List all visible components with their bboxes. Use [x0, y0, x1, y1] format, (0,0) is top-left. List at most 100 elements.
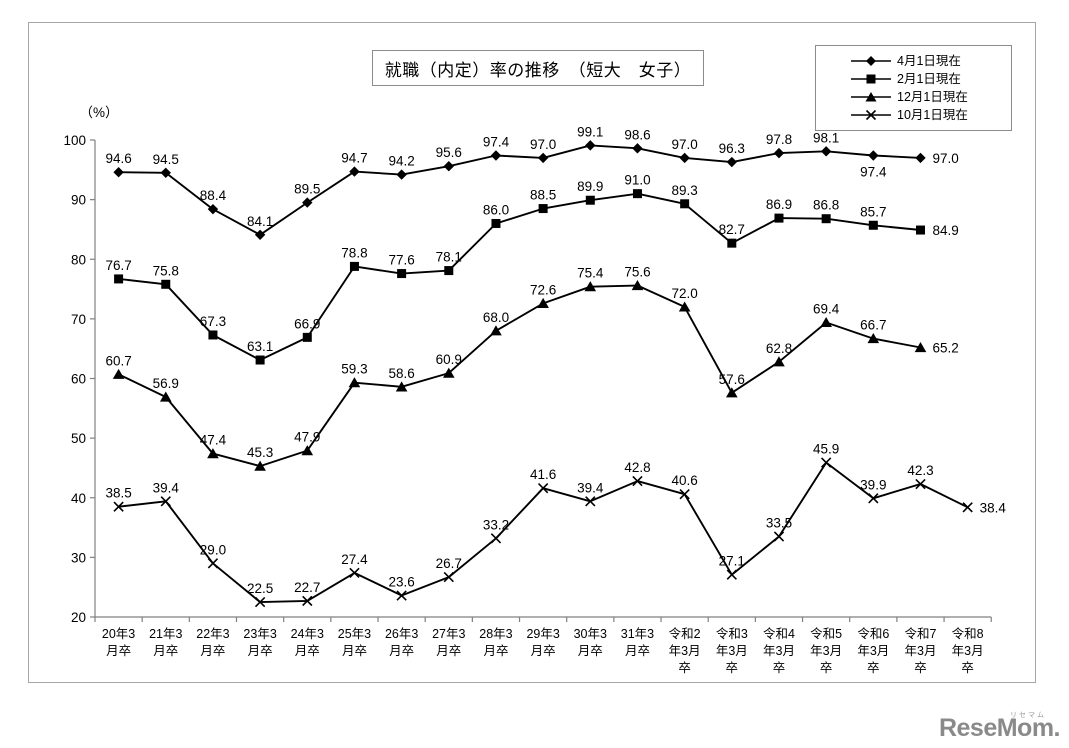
- triangle-marker-icon: [442, 367, 455, 378]
- diamond-marker-icon: [915, 152, 926, 164]
- legend-item-april: 4月1日現在: [850, 55, 1007, 68]
- square-marker-icon: [774, 213, 784, 223]
- data-label: 84.1: [247, 214, 273, 229]
- triangle-marker-icon: [395, 381, 408, 392]
- resemom-logo: リセマム ReseMom.: [939, 712, 1061, 741]
- data-label: 57.6: [719, 372, 745, 387]
- data-label: 75.6: [624, 264, 650, 279]
- data-label: 56.9: [153, 376, 179, 391]
- data-label: 84.9: [932, 223, 958, 238]
- triangle-marker-icon: [631, 279, 644, 291]
- x-category-label: 27年3 月卒: [432, 627, 465, 658]
- legend-label: 10月1日現在: [897, 107, 968, 122]
- data-label: 33.2: [483, 517, 509, 532]
- data-label: 94.6: [105, 151, 131, 166]
- x-category-label: 令和2 年3月卒: [669, 626, 701, 675]
- square-marker-icon: [585, 195, 595, 205]
- square-marker-icon: [397, 269, 407, 279]
- chart-title-text: 就職（内定）率の推移 （短大 女子）: [384, 60, 692, 80]
- data-label: 88.5: [530, 188, 556, 203]
- data-label: 91.0: [624, 173, 650, 188]
- data-label: 94.2: [388, 154, 414, 169]
- x-category-label: 令和4 年3月卒: [763, 626, 795, 675]
- square-marker-icon: [915, 225, 925, 235]
- triangle-marker-icon: [301, 445, 314, 456]
- square-marker-icon: [821, 214, 831, 224]
- diamond-marker-icon: [254, 229, 266, 241]
- triangle-marker-icon: [914, 341, 927, 353]
- x-category-label: 令和3 年3月卒: [716, 626, 748, 675]
- diamond-marker-icon: [207, 203, 219, 215]
- legend: 4月1日現在 2月1日現在 12月1日現在 10月1日現在: [815, 45, 1012, 131]
- data-label: 42.3: [907, 463, 933, 478]
- triangle-marker-icon: [867, 333, 880, 344]
- triangle-marker-icon: [851, 92, 891, 102]
- diamond-marker-icon: [585, 140, 596, 151]
- data-label: 45.9: [813, 442, 839, 457]
- y-tick-label: 30: [71, 550, 86, 565]
- data-label: 26.7: [436, 556, 462, 571]
- square-marker-icon: [491, 218, 501, 228]
- data-label: 65.2: [932, 340, 958, 355]
- triangle-marker-icon: [820, 316, 832, 328]
- data-label: 22.5: [247, 581, 273, 596]
- y-tick-label: 90: [71, 193, 86, 208]
- square-marker-icon: [255, 355, 265, 365]
- data-label: 97.0: [932, 151, 958, 166]
- data-label: 67.3: [200, 314, 226, 329]
- x-marker-icon: [490, 533, 502, 544]
- x-marker-icon: [443, 571, 454, 583]
- data-label: 68.0: [483, 310, 509, 325]
- square-marker-icon: [538, 204, 548, 214]
- legend-label: 12月1日現在: [897, 89, 968, 104]
- data-label: 75.8: [153, 263, 179, 278]
- data-label: 86.0: [483, 202, 509, 217]
- triangle-marker-icon: [490, 325, 502, 336]
- triangle-marker-icon: [207, 448, 219, 459]
- x-category-label: 25年3 月卒: [338, 627, 371, 658]
- data-label: 97.4: [483, 135, 510, 150]
- x-marker-icon: [726, 569, 737, 580]
- data-label: 66.9: [294, 316, 320, 331]
- x-marker-icon: [962, 502, 973, 513]
- diamond-marker-icon: [537, 152, 549, 164]
- x-marker-icon: [302, 595, 313, 607]
- data-label: 97.0: [530, 137, 556, 152]
- y-tick-label: 60: [71, 372, 86, 387]
- x-category-label: 21年3 月卒: [149, 627, 182, 658]
- data-label: 58.6: [388, 366, 414, 381]
- square-marker-icon: [114, 274, 124, 284]
- data-label: 89.9: [577, 179, 603, 194]
- data-label: 96.3: [719, 141, 745, 156]
- data-label: 42.8: [624, 460, 650, 475]
- diamond-marker-icon: [490, 150, 502, 161]
- data-label: 47.9: [294, 430, 320, 445]
- data-label: 98.6: [624, 127, 650, 142]
- series-line-1: [118, 192, 921, 361]
- diamond-marker-icon: [396, 169, 407, 180]
- diamond-marker-icon: [160, 167, 171, 178]
- diamond-marker-icon: [773, 147, 785, 159]
- x-category-label: 30年3 月卒: [574, 627, 607, 658]
- x-category-label: 20年3 月卒: [102, 627, 135, 658]
- diamond-marker-icon: [851, 55, 891, 66]
- triangle-marker-icon: [348, 377, 361, 388]
- data-label: 39.4: [577, 480, 604, 495]
- triangle-marker-icon: [159, 391, 172, 402]
- x-marker-icon: [915, 478, 926, 490]
- diamond-marker-icon: [113, 166, 124, 178]
- square-marker-icon: [680, 199, 690, 209]
- diamond-marker-icon: [679, 152, 690, 164]
- x-marker-icon: [585, 496, 596, 507]
- x-marker-icon: [160, 496, 171, 507]
- data-label: 97.4: [860, 165, 887, 180]
- data-label: 94.5: [153, 152, 179, 167]
- chart-frame: [28, 22, 1036, 683]
- square-marker-icon: [868, 220, 878, 230]
- data-label: 41.6: [530, 467, 556, 482]
- data-label: 40.6: [671, 473, 697, 488]
- data-label: 99.1: [577, 124, 603, 139]
- x-marker-icon: [773, 531, 785, 542]
- logo-kana-text: リセマム: [1010, 712, 1046, 719]
